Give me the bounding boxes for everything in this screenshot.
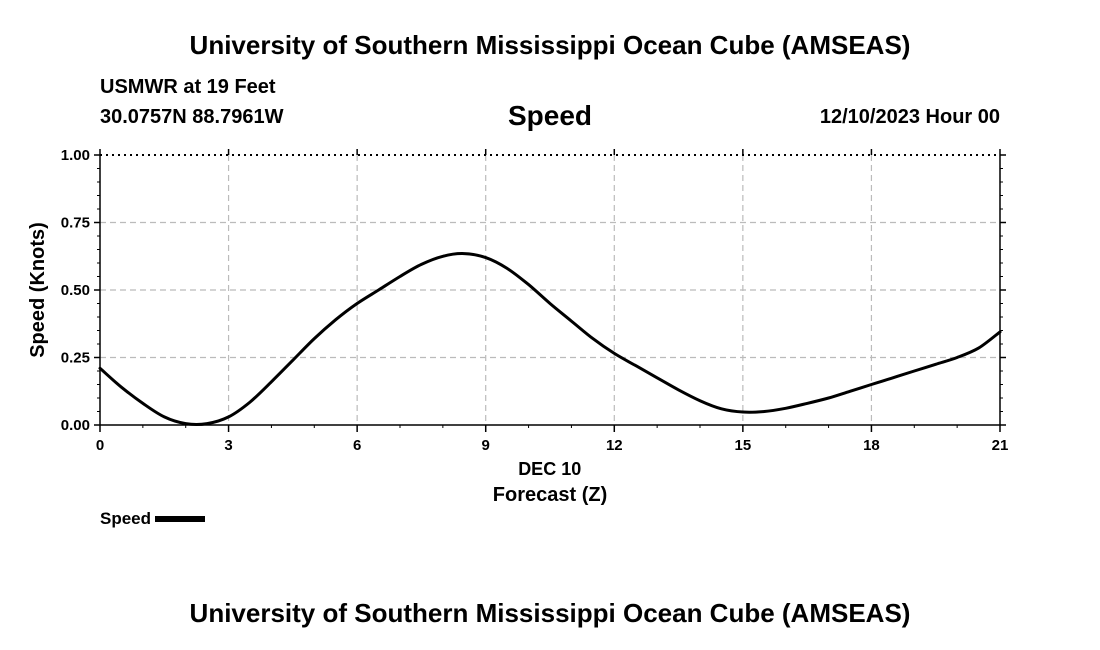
grid [100,155,1000,425]
speed-data-point [249,401,251,404]
speed-data-point [291,359,294,362]
speed-data-point [313,337,316,340]
speed-data-point [270,380,273,383]
y-tick-label: 0.00 [61,417,90,434]
speed-data-point [527,283,530,286]
x-tick-label: 15 [735,437,752,454]
station-label: USMWR at 19 Feet [100,76,276,98]
x-axis-title: Forecast (Z) [493,484,607,506]
series-layer [98,252,1002,426]
speed-data-point [699,399,701,402]
speed-data-point [806,402,809,405]
x-tick-label: 0 [96,437,104,454]
speed-data-point [934,363,937,366]
legend: Speed [100,509,206,529]
speed-data-point [913,370,916,372]
speed-data-point [677,388,680,391]
speed-data-point [720,407,723,410]
y-axis-title: Speed (Knots) [27,222,49,358]
speed-data-point [206,422,209,425]
speed-data-point [763,410,766,413]
speed-data-point [891,376,894,379]
forecast-datetime: 12/10/2023 Hour 00 [819,106,1000,128]
legend-label: Speed [100,509,152,528]
speed-data-point [120,386,123,389]
speed-data-point [227,415,230,418]
y-tick-label: 0.25 [61,350,90,367]
speed-data-point [849,390,851,393]
speed-data-point [827,397,830,399]
x-tick-label: 12 [606,437,623,454]
speed-data-point [377,289,380,291]
x-tick-label: 21 [992,437,1009,454]
speed-data-point [977,347,980,350]
y-tick-label: 1.00 [61,147,90,164]
chart-main-title: University of Southern Mississippi Ocean… [189,30,911,60]
speed-data-point [99,367,101,370]
speed-data-point [999,330,1001,333]
speed-data-point [334,318,337,321]
speed-data-point [141,402,144,405]
speed-data-point [870,383,873,386]
x-tick-label: 9 [482,437,490,454]
x-tick-label: 6 [353,437,361,454]
axes [94,149,1006,432]
speed-data-point [613,352,616,355]
speed-data-point [420,263,423,266]
x-axis-date-label: DEC 10 [518,459,581,479]
speed-data-point [956,356,959,359]
coordinates-label: 30.0757N 88.7961W [100,106,284,128]
speed-data-point [441,255,444,258]
legend-line-swatch [155,516,206,522]
speed-data-point [506,267,509,270]
speed-data-point [656,376,659,379]
speed-data-point [549,302,551,305]
y-tick-label: 0.50 [61,282,90,299]
speed-data-point [784,407,787,410]
footer-title: University of Southern Mississippi Ocean… [189,598,911,628]
speed-data-point [570,320,573,323]
labels: 0 3 6 9 12 15 18 21 0.00 0.25 0.50 0.75 1.00 DEC 10 Fo… [27,147,1008,506]
speed-data-point [184,422,187,425]
speed-data-point [634,364,637,367]
y-tick-label: 0.75 [61,215,90,232]
speed-data-point [163,415,166,418]
variable-title: Speed [507,100,593,131]
speed-data-point [463,252,466,255]
speed-data-point [399,275,401,278]
x-tick-label: 3 [224,437,232,454]
speed-series-line [98,252,1002,426]
speed-data-point [741,411,744,414]
speed-data-point [484,256,487,259]
x-tick-label: 18 [863,437,880,454]
speed-data-point [591,337,594,340]
speed-data-point [356,302,359,305]
